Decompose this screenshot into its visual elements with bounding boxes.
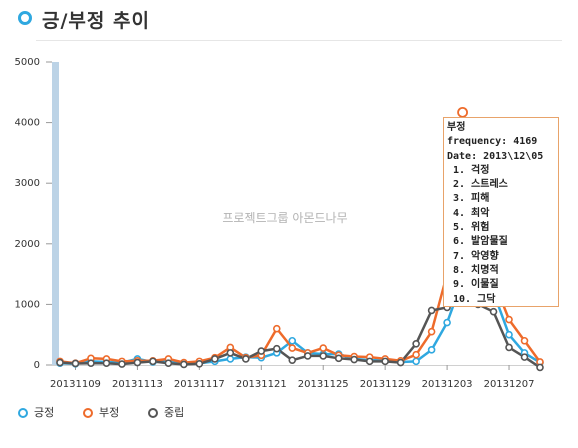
highlighted-data-point [457, 106, 468, 118]
y-tick-label: 5000 [15, 57, 40, 68]
tooltip-keyword: 7. 악영향 [453, 250, 499, 262]
legend-negative-label: 부정 [99, 406, 120, 419]
data-point-2 [489, 307, 498, 316]
x-tick-label: 20131117 [174, 379, 225, 390]
data-point-2 [520, 353, 529, 361]
data-point-2 [288, 356, 297, 364]
tooltip-keyword: 5. 위험 [453, 222, 490, 234]
y-tick-label: 3000 [15, 178, 40, 189]
data-point-2 [211, 355, 219, 363]
data-point-0 [427, 346, 436, 354]
data-point-2 [319, 352, 328, 360]
data-point-2 [412, 339, 420, 348]
data-point-2 [133, 358, 142, 367]
data-point-2 [350, 355, 358, 364]
data-point-0 [226, 355, 235, 363]
data-point-1 [288, 344, 297, 352]
tooltip-date: Date: 2013\12\05 [447, 150, 544, 162]
data-point-0 [412, 357, 420, 366]
data-point-2 [56, 358, 64, 367]
x-tick-label: 20131203 [422, 379, 473, 390]
tooltip-keyword: 10. 그닥 [453, 293, 496, 305]
data-point-2 [102, 359, 111, 367]
data-point-2 [365, 357, 374, 366]
data-point-1 [412, 350, 420, 359]
series-line-2 [59, 297, 541, 369]
x-tick-label: 20131125 [298, 379, 349, 390]
data-point-2 [87, 359, 95, 367]
data-point-2 [149, 357, 157, 366]
data-point-2 [396, 358, 405, 367]
chart-axes: 0 1000 2000 3000 4000 5000 20131109 20131113 201… [15, 57, 542, 390]
tooltip-frequency: frequency: 4169 [447, 136, 538, 148]
legend-positive-label: 긍정 [34, 406, 55, 419]
data-point-2 [505, 343, 513, 352]
tooltip-keyword: 8. 치명적 [453, 264, 499, 276]
data-point-2 [536, 363, 544, 372]
data-point-2 [334, 354, 343, 363]
tooltip-keyword: 1. 걱정 [453, 164, 490, 176]
data-point-1 [427, 327, 436, 336]
data-point-2 [257, 347, 266, 355]
tooltip-keyword: 9. 이물질 [453, 279, 499, 291]
data-point-1 [505, 315, 513, 324]
data-point-2 [118, 360, 126, 368]
y-tick-label: 0 [34, 360, 40, 371]
data-point-2 [226, 349, 235, 357]
legend-item-positive[interactable]: 긍정 [18, 404, 54, 420]
data-point-1 [520, 336, 529, 345]
header-divider [36, 40, 562, 41]
y-tick-label: 1000 [15, 299, 40, 310]
x-tick-label: 20131113 [112, 379, 163, 390]
data-point-2 [195, 359, 204, 368]
series-layer [56, 106, 544, 372]
legend-item-neutral[interactable]: 중립 [148, 404, 184, 420]
data-point-2 [303, 352, 312, 360]
y-tick-label: 4000 [15, 118, 40, 129]
legend-negative-marker-icon [83, 408, 93, 418]
legend-positive-marker-icon [18, 408, 28, 418]
x-tick-label: 20131129 [360, 379, 411, 390]
data-point-2 [427, 306, 436, 315]
data-point-0 [288, 336, 297, 345]
y-tick-label: 2000 [15, 239, 40, 250]
tooltip-keyword: 3. 피해 [453, 193, 490, 205]
data-point-0 [443, 318, 451, 327]
chart-header: 긍/부정 추이 [0, 0, 578, 41]
data-point-2 [381, 357, 389, 366]
watermark-text: 프로젝트그룹 아몬드나무 [222, 211, 347, 225]
title-bullet-icon [18, 11, 32, 25]
tooltip-keyword: 6. 발암물질 [453, 236, 508, 248]
legend-neutral-marker-icon [148, 408, 158, 418]
legend-item-negative[interactable]: 부정 [83, 404, 119, 420]
x-tick-label: 20131109 [50, 379, 101, 390]
data-point-2 [272, 344, 281, 353]
data-tooltip: 부정 frequency: 4169 Date: 2013\12\05 1. 걱… [443, 117, 559, 307]
chart-title: 긍/부정 추이 [42, 10, 150, 32]
data-point-1 [272, 324, 281, 333]
data-point-0 [505, 330, 513, 339]
data-point-2 [71, 359, 80, 368]
legend-neutral-label: 중립 [164, 406, 185, 419]
data-point-1 [319, 344, 328, 352]
data-point-2 [164, 359, 173, 367]
tooltip-keyword: 4. 최악 [453, 207, 490, 219]
tooltip-series-name: 부정 [447, 122, 466, 133]
data-point-2 [180, 360, 188, 369]
x-tick-label: 20131207 [484, 379, 535, 390]
data-point-2 [242, 355, 250, 363]
y-axis-bar [52, 62, 59, 365]
tooltip-keyword: 2. 스트레스 [453, 179, 508, 191]
x-tick-label: 20131121 [236, 379, 287, 390]
